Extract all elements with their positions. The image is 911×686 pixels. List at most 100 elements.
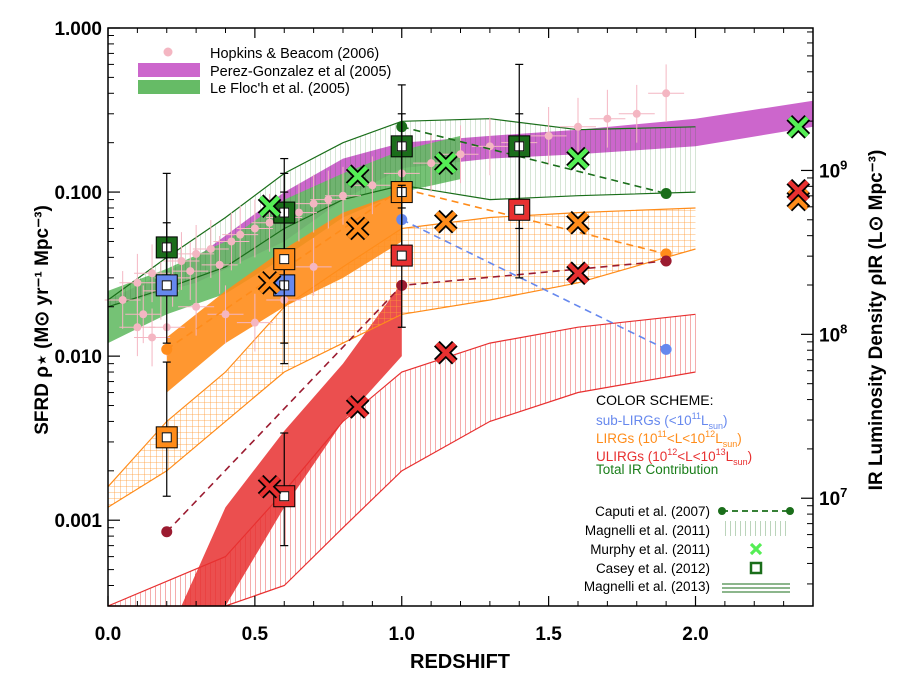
x-tick-label: 2.0 <box>682 624 708 645</box>
murphy-cross-orange <box>567 212 589 234</box>
hopkins-point <box>662 89 671 98</box>
x-axis-label: REDSHIFT <box>410 651 510 673</box>
casey-square-inner <box>161 432 172 443</box>
casey-square-orange <box>156 427 177 448</box>
casey-square-red <box>509 199 530 220</box>
murphy-cross-red <box>787 180 809 202</box>
legend-hopkins-marker <box>163 47 173 57</box>
x-tick-label: 0.0 <box>95 624 121 645</box>
y2-tick-label: 107 <box>819 485 847 510</box>
legend-caputi-dot-right <box>786 507 794 515</box>
casey-square-blue <box>156 275 177 296</box>
color-scheme-total: Total IR Contribution <box>596 462 718 477</box>
hopkins-point <box>427 159 436 168</box>
casey-square-inner <box>514 204 525 215</box>
legend-casey-label: Casey et al. (2012) <box>596 561 710 576</box>
murphy-cross-light_green <box>787 116 809 138</box>
caputi-line-dark_green <box>401 126 667 195</box>
casey-square-inner <box>279 491 290 502</box>
y2-tick-label: 109 <box>819 157 847 182</box>
murphy-cross-orange <box>258 272 281 294</box>
murphy-cross-red <box>347 396 369 418</box>
hopkins-point <box>148 269 157 278</box>
y-tick-label: 0.010 <box>54 347 102 368</box>
murphy-cross-red <box>435 342 457 364</box>
hopkins-point <box>309 262 318 271</box>
color-scheme-lirgs: LIRGs (1011<L<1012Lsun) <box>596 429 742 449</box>
casey-square-inner <box>161 280 172 291</box>
murphy-layer <box>257 114 811 499</box>
casey-square-red <box>391 245 412 266</box>
legend-perez-label: Perez-Gonzalez et al (2005) <box>210 64 391 80</box>
legend-lefloch-swatch <box>138 80 200 94</box>
x-tick-label: 1.0 <box>389 624 415 645</box>
color-scheme: COLOR SCHEME: sub-LIRGs (<1011Lsun) LIRG… <box>596 392 752 477</box>
murphy-cross-red <box>258 476 281 498</box>
hopkins-point <box>206 244 215 253</box>
caputi-point-dark_red <box>660 255 672 267</box>
y2-tick-label: 108 <box>819 321 847 346</box>
band-magnelli2013-ulirgs <box>181 282 402 606</box>
casey-layer <box>155 63 531 547</box>
hopkins-point <box>139 310 148 319</box>
hopkins-point <box>368 181 377 190</box>
band-magnelli2011-lirgs-lower <box>107 248 696 508</box>
hopkins-point <box>148 333 157 342</box>
casey-square-orange <box>274 249 295 270</box>
hopkins-point <box>186 267 195 276</box>
y-axis-label: SFRD ρ⋆ (M⊙ yr⁻¹ Mpc⁻³) <box>32 205 53 435</box>
hopkins-point <box>133 278 142 287</box>
hopkins-point <box>309 199 318 208</box>
caputi-point-dark_red <box>161 526 173 538</box>
hopkins-point <box>192 249 201 258</box>
x-tick-label: 0.5 <box>242 624 269 645</box>
hopkins-point <box>250 224 259 233</box>
hopkins-point <box>177 257 186 266</box>
hopkins-point <box>236 230 245 239</box>
legend-bottom: Caputi et al. (2007) Magnelli et al. (20… <box>584 504 794 594</box>
x-tick-label: 1.5 <box>535 624 562 645</box>
caputi-point-orange <box>161 343 173 355</box>
murphy-cross-light_green <box>435 152 457 174</box>
murphy-cross-red <box>567 262 589 284</box>
y-tick-label: 1.000 <box>54 19 102 40</box>
band-magnelli2013-total-hatch <box>108 118 696 307</box>
hopkins-point <box>632 109 641 118</box>
band-magnelli2011-lirgs <box>108 208 696 508</box>
hopkins-points-layer <box>104 64 685 367</box>
casey-square-inner <box>396 250 407 261</box>
hopkins-point <box>324 195 333 204</box>
murphy-cross-orange <box>435 211 457 233</box>
legend-hopkins-label: Hopkins & Beacom (2006) <box>210 46 379 62</box>
hopkins-point <box>574 122 582 131</box>
murphy-cross-light_green <box>567 147 589 170</box>
axes-layer: 0.0 0.5 1.0 1.5 2.0 0.001 0.010 0.100 1.000 107 10… <box>54 19 847 645</box>
hopkins-point <box>339 191 347 200</box>
y-tick-label: 0.100 <box>54 183 102 204</box>
color-scheme-title: COLOR SCHEME: <box>596 392 713 408</box>
casey-square-inner <box>279 254 290 265</box>
band-magnelli2011-ulirgs-lower <box>108 371 696 607</box>
legend-murphy-cross <box>749 542 763 556</box>
caputi-line-blue <box>401 218 667 351</box>
legend-magnelli2013-lines <box>722 583 790 593</box>
legend-magnelli2013-label: Magnelli et al. (2013) <box>584 579 710 594</box>
legend-lefloch-label: Le Floc'h et al. (2005) <box>210 81 350 97</box>
murphy-cross-orange <box>347 217 369 240</box>
y2-axis-label: IR Luminosity Density ρIR (L⊙ Mpc⁻³) <box>866 150 887 491</box>
hopkins-point <box>227 237 236 246</box>
hopkins-point <box>215 260 224 269</box>
hopkins-point <box>265 218 274 227</box>
hopkins-point <box>603 114 612 123</box>
caputi-point-dark_green <box>660 188 672 200</box>
color-scheme-sub-lirgs: sub-LIRGs (<1011Lsun) <box>596 411 728 431</box>
legend-top: Hopkins & Beacom (2006) Perez-Gonzalez e… <box>138 46 391 97</box>
caputi-point-blue <box>660 343 672 355</box>
hopkins-point <box>294 208 303 217</box>
color-scheme-ulirgs: ULIRGs (1012<L<1013Lsun) <box>596 447 752 467</box>
murphy-cross-light_green <box>347 165 369 187</box>
legend-caputi-dot-left <box>718 507 726 515</box>
y-tick-label: 0.001 <box>54 511 102 532</box>
hopkins-point <box>118 295 127 304</box>
